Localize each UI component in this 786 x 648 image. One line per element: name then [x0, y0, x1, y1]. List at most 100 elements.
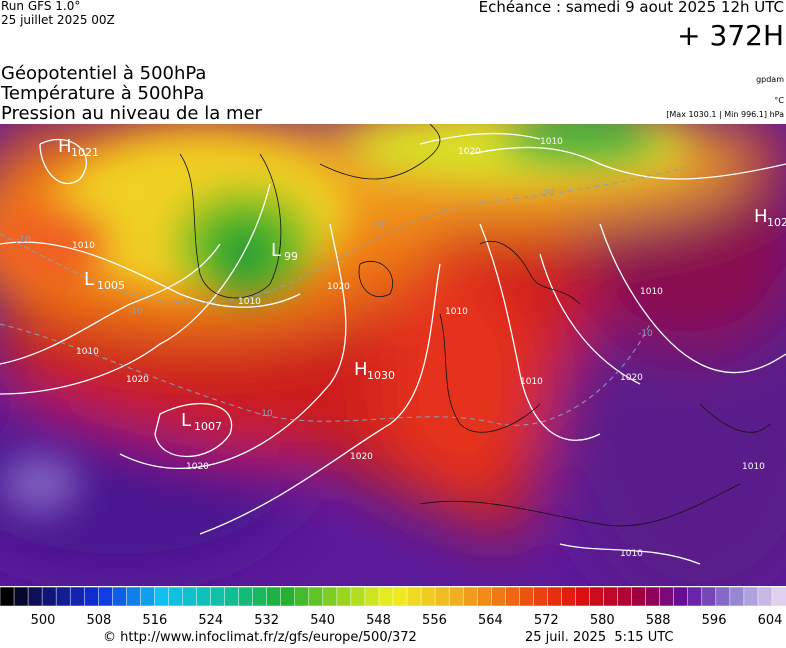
color-swatch — [533, 586, 548, 607]
center-letter: H — [354, 359, 368, 380]
color-swatch — [280, 586, 296, 607]
color-swatch — [266, 586, 282, 607]
color-swatch — [462, 586, 478, 607]
colorbar-tick-label: 532 — [254, 613, 279, 628]
isobar-label: 1010 — [620, 549, 643, 559]
colorbar-tick-label: 596 — [702, 613, 727, 628]
center-value: 1021 — [71, 146, 99, 159]
isobar-label: 1020 — [458, 147, 481, 157]
isotherm-label: -20 — [540, 189, 555, 199]
isobar-label: 1010 — [520, 377, 543, 387]
color-swatch — [631, 586, 647, 607]
field — [0, 124, 786, 586]
color-swatch — [757, 586, 773, 607]
isotherm-label: -20 — [372, 221, 387, 231]
unit-label: °C — [774, 96, 784, 105]
color-swatch — [687, 586, 703, 607]
color-swatch — [182, 586, 198, 607]
color-swatch — [448, 586, 464, 607]
center-value: 1030 — [367, 369, 395, 382]
color-swatch — [308, 586, 324, 607]
isobar-label: 1010 — [72, 241, 95, 251]
colorbar-tick-label: 500 — [31, 613, 56, 628]
color-swatch — [238, 586, 254, 607]
color-swatch — [168, 586, 184, 607]
color-swatch — [336, 586, 352, 607]
color-swatch — [476, 586, 492, 607]
colorbar-tick-label: 508 — [87, 613, 112, 628]
color-swatch — [434, 586, 450, 607]
center-letter: L — [271, 240, 281, 261]
color-swatch — [364, 586, 380, 607]
color-swatch — [0, 586, 15, 607]
colorbar-tick-label: 524 — [198, 613, 223, 628]
isotherm-label: -10 — [16, 235, 31, 245]
center-value: 102 — [767, 216, 786, 229]
color-swatch — [392, 586, 408, 607]
title: Pression au niveau de la mer — [1, 103, 262, 124]
color-swatch — [771, 586, 786, 607]
colorbar-tick-label: 540 — [310, 613, 335, 628]
center-value: 99 — [284, 250, 298, 263]
isotherms — [0, 163, 701, 426]
lead-time: + 372H — [677, 19, 784, 52]
center-letter: H — [754, 206, 768, 227]
color-swatch — [27, 586, 43, 607]
colorbar-tick-label: 588 — [646, 613, 671, 628]
color-swatch — [322, 586, 338, 607]
color-swatch — [13, 586, 29, 607]
isobar-label: 1020 — [126, 375, 149, 385]
isobars — [0, 132, 786, 565]
color-swatch — [491, 586, 506, 607]
isotherm-label: -10 — [128, 307, 143, 317]
isobar-label: 1020 — [350, 452, 373, 462]
color-swatch — [140, 586, 155, 607]
color-swatch — [112, 586, 127, 607]
color-swatch — [378, 586, 394, 607]
color-swatch — [561, 586, 577, 607]
color-swatch — [715, 586, 731, 607]
run-date: 25 juillet 2025 00Z — [1, 13, 115, 27]
color-swatch — [406, 586, 422, 607]
color-swatch — [69, 586, 85, 607]
coastlines — [179, 124, 771, 527]
color-swatch — [589, 586, 605, 607]
center-value: 1005 — [97, 279, 125, 292]
color-swatch — [224, 586, 240, 607]
colorbar-tick-label: 604 — [758, 613, 783, 628]
color-swatch — [252, 586, 268, 607]
isobar-label: 1010 — [238, 297, 261, 307]
color-swatch — [196, 586, 212, 607]
color-swatch — [210, 586, 226, 607]
color-swatch — [645, 586, 661, 607]
color-swatch — [55, 586, 71, 607]
color-swatch — [294, 586, 310, 607]
color-swatch — [673, 586, 689, 607]
isobar-label: 1010 — [540, 137, 563, 147]
colorbar-tick-label: 548 — [366, 613, 391, 628]
isobar-label: 1010 — [640, 287, 663, 297]
color-swatch — [659, 586, 675, 607]
colorbar-tick-label: 580 — [590, 613, 615, 628]
colorbar-tick-label: 572 — [534, 613, 559, 628]
source-url: © http://www.infoclimat.fr/z/gfs/europe/… — [103, 630, 417, 645]
isobar-label: 1010 — [76, 347, 99, 357]
colorbar-tick-label: 556 — [422, 613, 447, 628]
color-swatch — [505, 586, 520, 607]
isobar-label: 1020 — [186, 462, 209, 472]
color-swatch — [603, 586, 619, 607]
valid-time: Echéance : samedi 9 aout 2025 12h UTC — [478, 0, 784, 16]
title: Température à 500hPa — [1, 83, 205, 104]
color-swatch — [617, 586, 633, 607]
run-label: Run GFS 1.0° — [1, 0, 81, 13]
color-swatch — [98, 586, 113, 607]
color-swatch — [743, 586, 759, 607]
colorbar-tick-label: 516 — [142, 613, 167, 628]
colorbar: 500 508 516 524 532 540 548 556 564 572 580 588 596 6… — [0, 586, 786, 628]
center-letter: H — [58, 136, 72, 157]
generated-time: 25 juil. 2025 5:15 UTC — [525, 630, 674, 645]
color-swatch — [126, 586, 141, 607]
isotherm-label: -10 — [258, 409, 273, 419]
unit-label: [Max 1030.1 | Min 996.1] hPa — [666, 110, 784, 119]
